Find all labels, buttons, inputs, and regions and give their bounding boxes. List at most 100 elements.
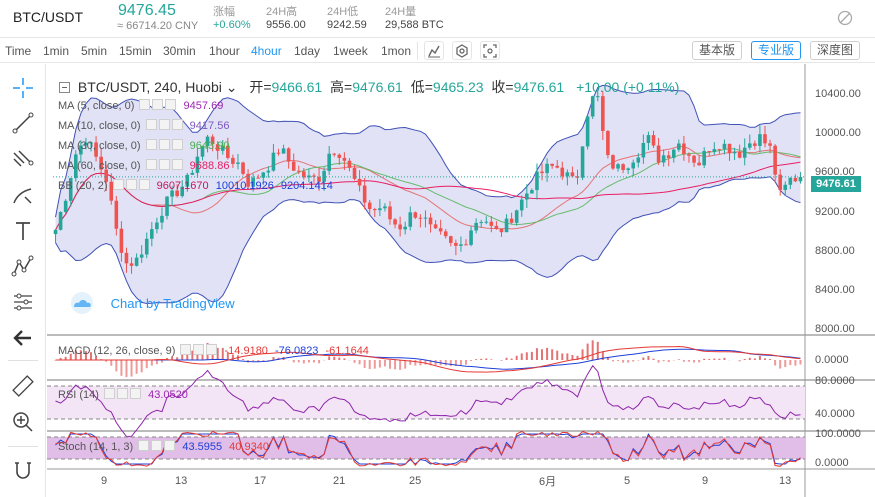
chart-canvas[interactable]: [47, 64, 875, 497]
brush-icon[interactable]: [11, 183, 35, 207]
indicator-ma60: MA (60, close, 0) 9688.86: [58, 159, 229, 172]
view-depth-button[interactable]: 深度图: [810, 41, 861, 60]
close-icon[interactable]: [164, 440, 176, 451]
candle-body: [722, 143, 727, 150]
gear-icon[interactable]: [125, 179, 137, 190]
view-pro-button[interactable]: 专业版: [751, 41, 802, 60]
candle-style-icon[interactable]: [424, 41, 444, 60]
indicator-ma5: MA (5, close, 0) 9457.69: [58, 99, 223, 112]
candle-body: [626, 168, 630, 171]
timeframe-4hour[interactable]: 4hour: [251, 44, 282, 58]
eye-icon[interactable]: [112, 179, 124, 190]
close-icon[interactable]: [171, 139, 183, 150]
settings-icon[interactable]: [452, 41, 472, 60]
candle-body: [74, 154, 78, 179]
gear-icon[interactable]: [151, 440, 163, 451]
eye-icon[interactable]: [139, 99, 151, 110]
measure-icon[interactable]: [11, 290, 35, 314]
chart-area[interactable]: BTC/USDT, 240, Huobi ⌄ 开=9466.61 高=9476.…: [47, 64, 875, 497]
candle-body: [378, 208, 382, 211]
timeframe-1min[interactable]: 1min: [43, 44, 70, 58]
candle-body: [215, 144, 220, 151]
stoch-axis-tick: 100.0000: [815, 428, 861, 440]
candle-body: [342, 157, 347, 161]
timeframe-15min[interactable]: 15min: [119, 44, 152, 58]
macd-histogram-bar: [312, 360, 315, 363]
chevron-down-icon[interactable]: ⌄: [225, 79, 238, 95]
crosshair-icon[interactable]: [11, 76, 35, 100]
tradingview-watermark[interactable]: Chart by TradingView: [67, 292, 235, 317]
macd-histogram-bar: [535, 348, 538, 360]
text-icon[interactable]: [11, 219, 35, 243]
magnet-icon[interactable]: [11, 459, 35, 483]
close-icon[interactable]: [130, 388, 142, 399]
view-basic-button[interactable]: 基本版: [692, 41, 743, 60]
fullscreen-icon[interactable]: [480, 41, 500, 60]
macd-histogram-bar: [799, 360, 802, 365]
timeframe-1hour[interactable]: 1hour: [209, 44, 240, 58]
zoom-in-icon[interactable]: [11, 410, 35, 434]
eye-icon[interactable]: [145, 159, 157, 170]
pattern-icon[interactable]: [11, 254, 35, 278]
collapse-icon[interactable]: [59, 82, 70, 93]
eye-icon[interactable]: [138, 440, 150, 451]
macd-histogram-bar: [343, 358, 346, 360]
eye-icon[interactable]: [145, 139, 157, 150]
macd-histogram-bar: [662, 360, 665, 362]
macd-histogram-bar: [500, 360, 503, 361]
close-icon[interactable]: [138, 179, 150, 190]
macd-histogram-bar: [399, 360, 402, 370]
stoch-band: [47, 437, 805, 459]
price-tick: 9600.00: [815, 166, 855, 178]
macd-histogram-bar: [404, 360, 407, 369]
close-icon[interactable]: [171, 119, 183, 130]
macd-histogram-bar: [657, 360, 660, 363]
timeframe-1day[interactable]: 1day: [294, 44, 321, 58]
gear-icon[interactable]: [158, 119, 170, 130]
stat-key: 24H量: [385, 6, 417, 18]
eye-icon[interactable]: [180, 344, 192, 355]
macd-histogram-bar: [769, 359, 772, 360]
timeframe-1mon[interactable]: 1mon: [381, 44, 412, 58]
candle-body: [165, 196, 169, 216]
macd-histogram-bar: [373, 360, 376, 369]
candle-body: [747, 143, 752, 148]
close-icon[interactable]: [171, 159, 183, 170]
close-icon[interactable]: [165, 99, 177, 110]
timeframe-time[interactable]: Time: [5, 44, 32, 58]
candle-body: [555, 165, 560, 168]
fib-icon[interactable]: [11, 147, 35, 171]
stat-low: 24H低 9242.59: [327, 3, 367, 31]
candle-body: [631, 162, 636, 169]
candle-body: [332, 153, 337, 155]
eye-off-icon[interactable]: [837, 10, 853, 26]
low-value: 9465.23: [432, 79, 484, 95]
macd-histogram-bar: [449, 360, 452, 367]
macd-histogram-bar: [591, 340, 594, 360]
timeframe-1week[interactable]: 1week: [333, 44, 368, 58]
ticker-header: BTC/USDT 9476.45 ≈ 66714.20 CNY 涨幅 +0.60…: [0, 0, 875, 38]
eye-icon[interactable]: [104, 388, 116, 399]
trend-line-icon[interactable]: [11, 111, 35, 135]
macd-histogram-bar: [105, 360, 108, 362]
gear-icon[interactable]: [193, 344, 205, 355]
macd-histogram-bar: [723, 357, 726, 360]
time-tick: 25: [409, 475, 422, 487]
timeframe-30min[interactable]: 30min: [163, 44, 196, 58]
macd-histogram-bar: [130, 360, 133, 377]
gear-icon[interactable]: [158, 159, 170, 170]
candle-body: [550, 163, 554, 166]
gear-icon[interactable]: [158, 139, 170, 150]
eye-icon[interactable]: [145, 119, 157, 130]
back-arrow-icon[interactable]: [11, 326, 35, 350]
candle-body: [504, 218, 509, 233]
macd-histogram-bar: [424, 360, 427, 365]
time-tick: 17: [254, 475, 267, 487]
timeframe-5min[interactable]: 5min: [81, 44, 108, 58]
ma60-line: [55, 161, 801, 231]
stat-volume: 24H量 29,588 BTC: [385, 3, 444, 31]
gear-icon[interactable]: [117, 388, 129, 399]
gear-icon[interactable]: [152, 99, 164, 110]
ruler-icon[interactable]: [11, 374, 35, 398]
close-icon[interactable]: [206, 344, 218, 355]
